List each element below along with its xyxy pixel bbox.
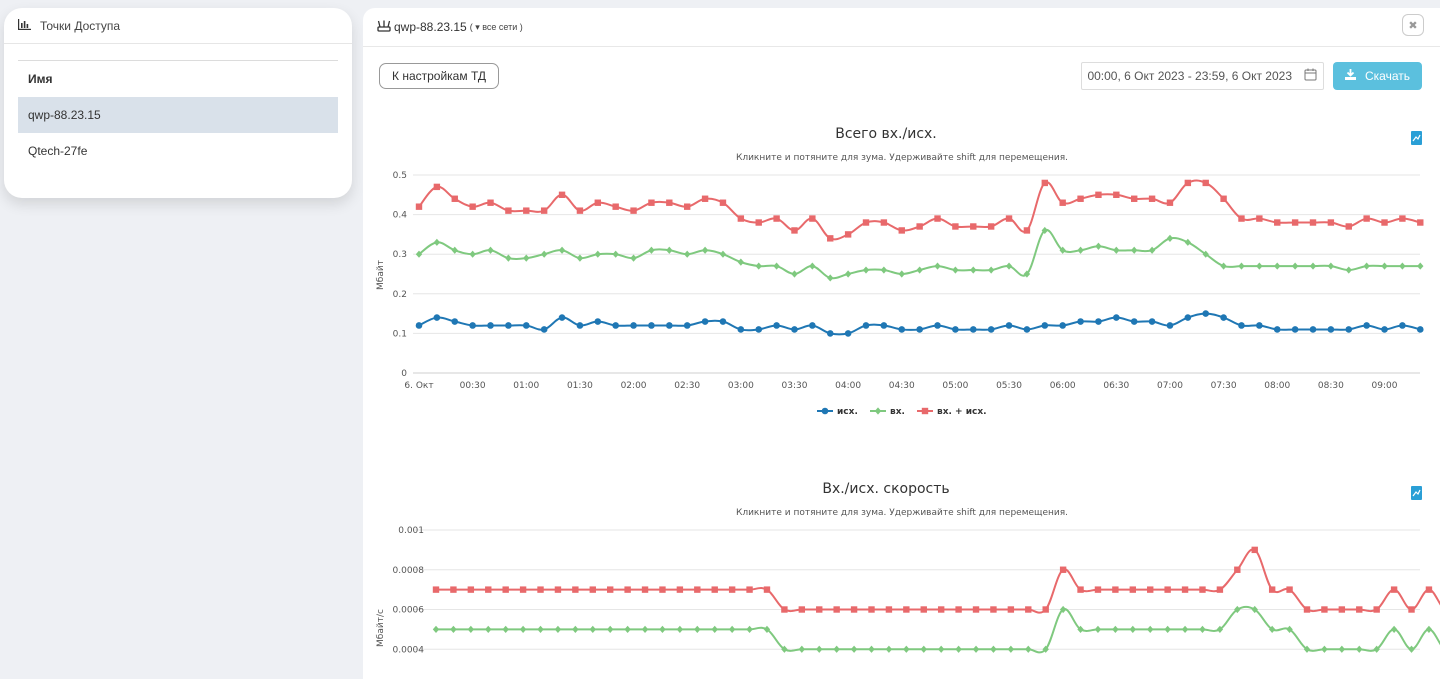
ap-name: qwp-88.23.15 [394, 20, 467, 34]
statistics-panel: qwp-88.23.15 ( ▾ все сети ) ✖ К настройк… [363, 8, 1440, 679]
statistics-header: qwp-88.23.15 ( ▾ все сети ) ✖ [363, 8, 1440, 47]
access-point-row[interactable]: qwp-88.23.15 [18, 97, 338, 133]
back-to-settings-button[interactable]: К настройкам ТД [379, 63, 500, 89]
bar-chart-icon [18, 18, 31, 33]
date-range-value: 00:00, 6 Окт 2023 - 23:59, 6 Окт 2023 [1087, 69, 1292, 83]
close-button[interactable]: ✖ [1402, 14, 1424, 36]
access-points-header: Точки Доступа [4, 8, 352, 44]
download-icon [1345, 69, 1356, 83]
access-points-table: Имя qwp-88.23.15 Qtech-27fe [18, 60, 338, 169]
calendar-icon[interactable] [1304, 68, 1317, 84]
name-column-header: Имя [28, 72, 53, 86]
network-filter[interactable]: ( ▾ все сети ) [469, 21, 523, 32]
access-points-title: Точки Доступа [40, 18, 121, 33]
close-icon: ✖ [1408, 19, 1418, 32]
download-label: Скачать [1365, 69, 1410, 83]
access-points-panel: Точки Доступа Имя qwp-88.23.15 Qtech-27f… [4, 8, 352, 198]
access-point-row[interactable]: Qtech-27fe [28, 144, 88, 158]
date-range-input[interactable]: 00:00, 6 Окт 2023 - 23:59, 6 Окт 2023 [1081, 62, 1324, 90]
download-button[interactable]: Скачать [1333, 62, 1422, 90]
router-icon [377, 20, 391, 35]
